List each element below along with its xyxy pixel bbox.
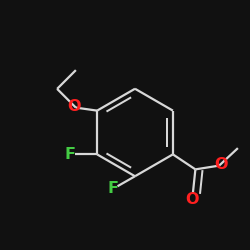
Text: F: F [64,147,76,162]
Text: O: O [214,157,228,172]
Text: O: O [67,99,80,114]
Text: O: O [185,192,198,207]
Text: F: F [108,181,118,196]
